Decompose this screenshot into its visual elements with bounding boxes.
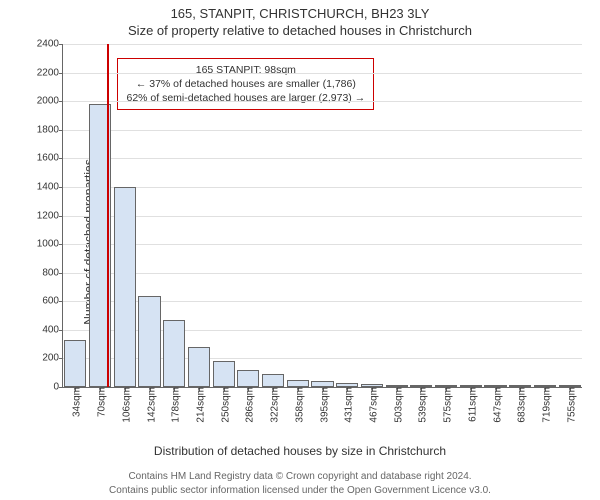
x-tick-label: 34sqm (68, 387, 83, 417)
histogram-bar (64, 340, 86, 387)
gridline (63, 73, 582, 74)
x-tick-label: 539sqm (414, 387, 429, 423)
annotation-line-2: ← 37% of detached houses are smaller (1,… (126, 77, 365, 91)
y-tick-mark (59, 44, 63, 45)
x-tick-label: 755sqm (562, 387, 577, 423)
y-tick-mark (59, 73, 63, 74)
histogram-bar (237, 370, 259, 387)
histogram-bar (138, 296, 160, 387)
histogram-bar (262, 374, 284, 387)
gridline (63, 44, 582, 45)
histogram-bar (188, 347, 210, 387)
page-subtitle: Size of property relative to detached ho… (0, 23, 600, 38)
x-tick-label: 286sqm (241, 387, 256, 423)
gridline (63, 244, 582, 245)
histogram-bar (114, 187, 136, 387)
y-tick-mark (59, 330, 63, 331)
y-tick-mark (59, 101, 63, 102)
gridline (63, 130, 582, 131)
x-tick-label: 142sqm (142, 387, 157, 423)
x-tick-label: 503sqm (389, 387, 404, 423)
y-tick-mark (59, 273, 63, 274)
x-tick-label: 70sqm (93, 387, 108, 417)
x-tick-label: 683sqm (513, 387, 528, 423)
gridline (63, 273, 582, 274)
histogram-bar (287, 380, 309, 387)
x-tick-label: 467sqm (364, 387, 379, 423)
x-tick-label: 106sqm (117, 387, 132, 423)
x-tick-label: 250sqm (216, 387, 231, 423)
gridline (63, 216, 582, 217)
marker-line (107, 44, 109, 387)
x-tick-label: 611sqm (463, 387, 478, 422)
annotation-box: 165 STANPIT: 98sqm ← 37% of detached hou… (117, 58, 374, 111)
x-tick-label: 178sqm (167, 387, 182, 423)
y-tick-mark (59, 244, 63, 245)
annotation-line-3: 62% of semi-detached houses are larger (… (126, 91, 365, 105)
y-tick-mark (59, 130, 63, 131)
y-tick-mark (59, 301, 63, 302)
footer-line-1: Contains HM Land Registry data © Crown c… (0, 471, 600, 482)
x-tick-label: 719sqm (537, 387, 552, 423)
gridline (63, 101, 582, 102)
annotation-line-1: 165 STANPIT: 98sqm (126, 63, 365, 77)
x-tick-label: 322sqm (266, 387, 281, 423)
footer-line-2: Contains public sector information licen… (0, 485, 600, 496)
y-tick-mark (59, 187, 63, 188)
x-tick-label: 395sqm (315, 387, 330, 423)
gridline (63, 158, 582, 159)
x-tick-label: 647sqm (488, 387, 503, 423)
histogram-bar (163, 320, 185, 387)
y-tick-mark (59, 358, 63, 359)
histogram-bar (213, 361, 235, 387)
x-tick-label: 575sqm (439, 387, 454, 423)
y-tick-mark (59, 158, 63, 159)
gridline (63, 187, 582, 188)
y-tick-mark (59, 216, 63, 217)
x-tick-label: 214sqm (191, 387, 206, 423)
chart-container: Number of detached properties 165 STANPI… (0, 40, 600, 444)
y-tick-mark (59, 387, 63, 388)
x-tick-label: 431sqm (340, 387, 355, 423)
x-tick-label: 358sqm (290, 387, 305, 423)
plot-area: 165 STANPIT: 98sqm ← 37% of detached hou… (62, 44, 582, 388)
x-axis-label: Distribution of detached houses by size … (0, 444, 600, 458)
page-title: 165, STANPIT, CHRISTCHURCH, BH23 3LY (0, 6, 600, 21)
